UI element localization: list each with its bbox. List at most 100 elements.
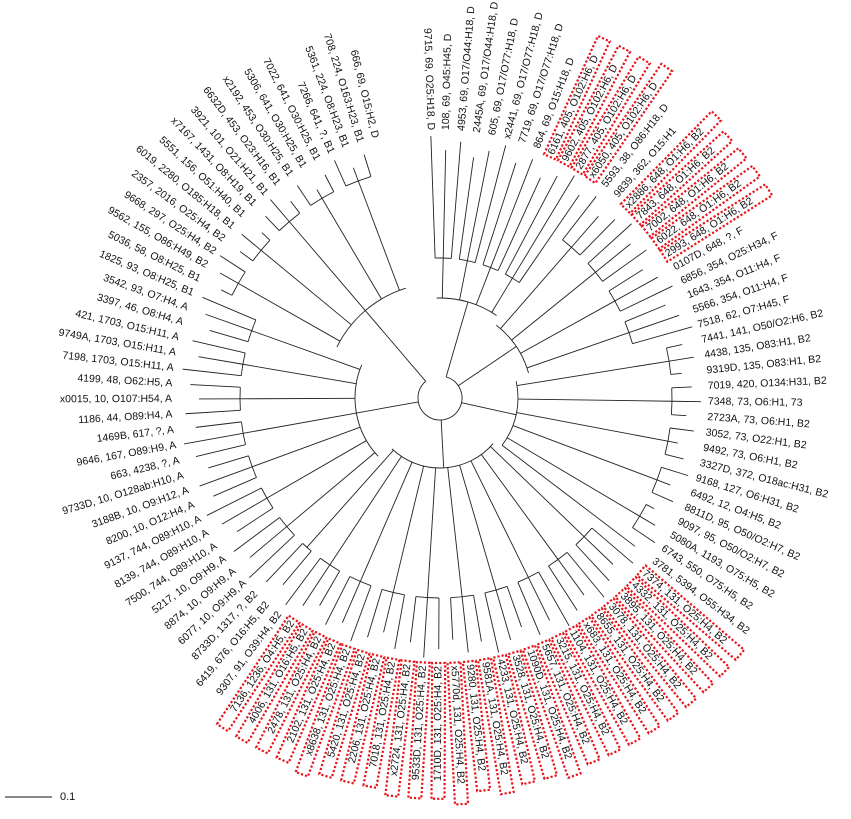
leaf-label: 2723A, 73, O6:H1, B2 (707, 411, 810, 430)
scale-bar-label: 0.1 (60, 791, 75, 803)
subclade-stem (306, 449, 394, 548)
subclade-stem (512, 425, 658, 481)
subclade-arc (279, 212, 301, 231)
leaf-branch (656, 479, 671, 486)
highlight-box (461, 659, 492, 793)
leaf-branch (239, 251, 254, 262)
root-stem (440, 419, 443, 438)
highlight-box (317, 648, 371, 780)
clade-arc (354, 364, 379, 457)
highlight-box (624, 575, 731, 678)
subclade-stem (426, 467, 437, 598)
leaf-label: 4199, 48, O62:H5, A (77, 372, 173, 389)
highlight-box (556, 44, 632, 169)
leaf-branch (208, 455, 249, 469)
leaf-branch (383, 592, 394, 633)
highlight-box (535, 638, 602, 766)
root-stem (457, 362, 492, 387)
leaf-branch (209, 330, 249, 343)
subclade-stem (357, 180, 400, 291)
highlight-box (407, 660, 432, 800)
leaf-branch (506, 586, 522, 628)
leaf-branch (666, 344, 683, 349)
subclade-stem (490, 446, 585, 537)
highlight-box (446, 661, 470, 806)
leaf-branch (282, 550, 312, 586)
subclade-stem (459, 465, 497, 591)
subclade-arc (632, 504, 647, 528)
highlight-box (476, 656, 515, 796)
leaf-branch (619, 285, 673, 312)
leaf-label: 108, 69, O45:H45, D (440, 33, 454, 130)
leaf-branch (261, 232, 271, 241)
leaf-branch (265, 543, 303, 583)
highlight-box (583, 62, 674, 185)
leaf-branch (458, 157, 475, 260)
highlight-box (640, 146, 749, 238)
tree-branches (182, 136, 701, 658)
leaf-label: 7019, 420, O134:H31, B2 (707, 375, 827, 392)
subclade-arc (608, 290, 621, 312)
subclade-arc (651, 467, 662, 493)
clade-arc (501, 381, 519, 446)
leaf-branch (639, 515, 656, 526)
leaf-branch (192, 340, 246, 354)
leaf-branch (430, 136, 436, 259)
leaf-label: 1186, 44, O89:H4, A (78, 408, 173, 426)
highlight-box (254, 630, 328, 755)
leaf-branch (527, 577, 551, 621)
leaf-branch (608, 269, 644, 292)
highlight-box (569, 55, 652, 177)
leaf-branch (249, 526, 288, 558)
highlight-box (542, 34, 612, 162)
subclade-arc (482, 264, 499, 272)
leaf-branch (296, 185, 312, 206)
leaf-branch (290, 200, 301, 214)
leaf-branch (670, 372, 682, 375)
subclade-stem (260, 249, 352, 326)
subclade-stem (251, 330, 361, 370)
leaf-branch (205, 313, 252, 332)
leaf-branch (575, 544, 610, 582)
leaf-branch (423, 597, 428, 658)
leaf-branch (473, 595, 482, 642)
subclade-stem (441, 258, 444, 299)
subclade-stem (321, 198, 382, 300)
leaf-branch (221, 497, 268, 525)
highlight-box (339, 652, 386, 785)
leaf-branch (518, 194, 580, 283)
leaf-branch (325, 576, 351, 625)
leaf-branch (285, 557, 321, 606)
subclade-arc (310, 191, 334, 206)
leaf-branch (466, 150, 490, 261)
leaf-label: x5770d, 131, O25:H4, B2 (448, 665, 466, 784)
root-stem (445, 330, 460, 378)
leaf-branch (566, 552, 605, 598)
subclade-stem (252, 426, 361, 468)
leaf-branch (270, 199, 290, 222)
leaf-branch (602, 249, 647, 282)
leaf-branch (562, 196, 597, 241)
leaf-branch (668, 356, 694, 362)
subclade-arc (349, 576, 372, 587)
highlight-box (649, 164, 762, 251)
subclade-stem (470, 460, 529, 578)
leaf-branch (512, 175, 575, 279)
subclade-arc (450, 594, 474, 599)
highlight-box (549, 631, 622, 757)
highlight-box (521, 644, 582, 780)
leaf-branch (198, 356, 243, 365)
subclade-stem (475, 267, 492, 305)
highlight-box (506, 649, 559, 781)
subclade-stem (329, 456, 402, 566)
subclade-stem (243, 412, 357, 434)
subclade-stem (500, 246, 572, 329)
subclade-stem (511, 271, 596, 341)
leaf-branch (591, 527, 634, 564)
leaf-branch (461, 596, 469, 653)
leaf-branch (664, 453, 684, 460)
subclade-arc (562, 239, 581, 256)
highlight-box (294, 643, 357, 778)
leaf-branch (490, 159, 533, 268)
subclade-stem (286, 452, 376, 527)
